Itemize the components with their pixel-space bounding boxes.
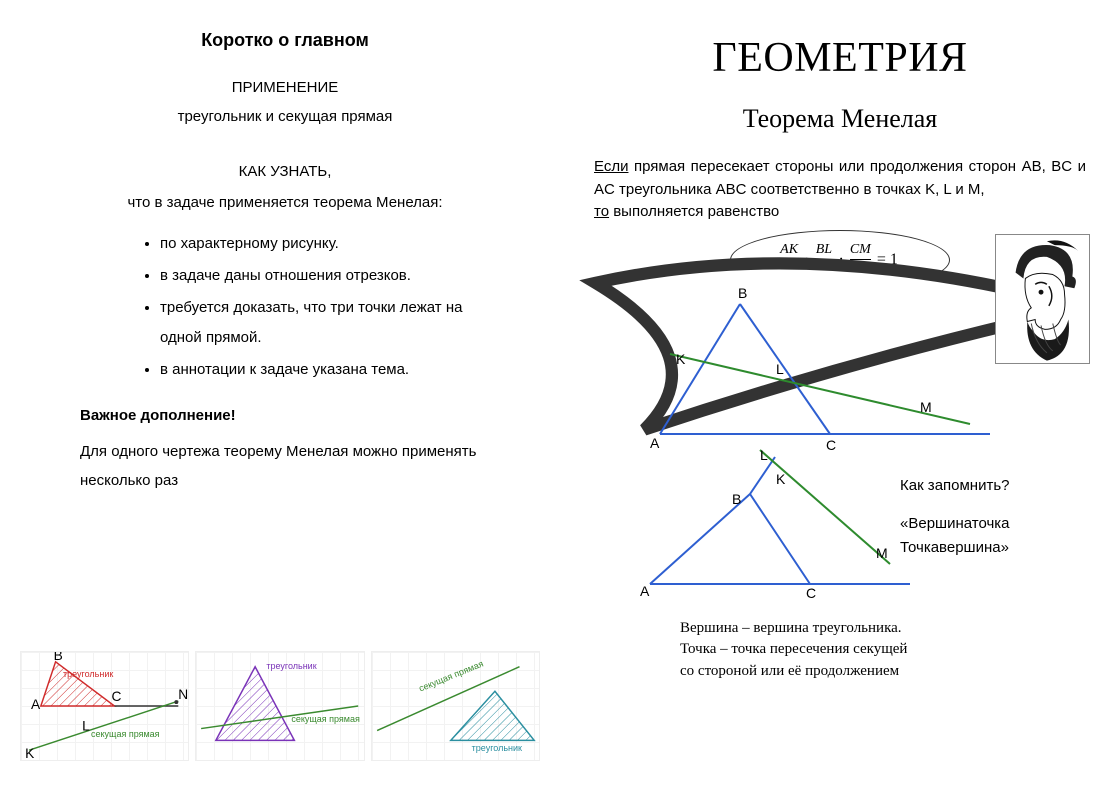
triangle-secant-line: треугольник и секущая прямая [40, 108, 530, 125]
mini-diagram-2: треугольник секущая прямая [195, 651, 364, 761]
svg-text:C: C [806, 585, 816, 601]
label-secant: секущая прямая [291, 715, 360, 724]
label-triangle: треугольник [266, 662, 316, 671]
svg-text:A: A [31, 697, 41, 712]
mini-diagrams: A B C N K L треугольник секущая прямая [20, 651, 540, 761]
how-to-know: КАК УЗНАТЬ, [40, 163, 530, 180]
left-column: Коротко о главном ПРИМЕНЕНИЕ треугольник… [0, 0, 560, 791]
svg-text:L: L [760, 447, 768, 463]
theorem-title: Теорема Менелая [590, 104, 1090, 134]
then-word: то [594, 203, 609, 220]
diagram-2: A B C K L M Как запомнить? «Вершинаточка… [590, 454, 1090, 604]
bullet-item: в аннотации к задаче указана тема. [160, 355, 530, 385]
svg-text:A: A [640, 583, 650, 599]
how-to-know-2: что в задаче применяется теорема Менелая… [40, 194, 530, 211]
svg-text:A: A [650, 435, 660, 451]
svg-text:C: C [112, 689, 122, 704]
svg-text:C: C [826, 437, 836, 453]
important-heading: Важное дополнение! [80, 407, 530, 424]
brief-title: Коротко о главном [40, 30, 530, 51]
label-triangle: треугольник [472, 744, 522, 753]
criteria-list: по характерному рисунку. в задаче даны о… [160, 229, 530, 385]
svg-text:B: B [54, 652, 63, 663]
svg-text:N: N [178, 687, 188, 702]
svg-text:K: K [25, 746, 34, 760]
mini-diagram-1: A B C N K L треугольник секущая прямая [20, 651, 189, 761]
svg-text:M: M [920, 399, 932, 415]
mnemonic-question: Как запомнить? [900, 474, 1080, 498]
svg-text:B: B [732, 491, 741, 507]
svg-text:K: K [776, 471, 786, 487]
svg-text:L: L [776, 361, 784, 377]
label-secant: секущая прямая [91, 730, 160, 739]
bullet-item: по характерному рисунку. [160, 229, 530, 259]
if-word: Если [594, 158, 628, 175]
application-heading: ПРИМЕНЕНИЕ [40, 79, 530, 96]
mnemonic: Как запомнить? «Вершинаточка Точкавершин… [900, 474, 1080, 560]
diagram-1: AKKB · BLLC · CMMA = 1 [590, 234, 1090, 454]
mnemonic-answer: «Вершинаточка Точкавершина» [900, 512, 1080, 560]
right-column: ГЕОМЕТРИЯ Теорема Менелая Если прямая пе… [560, 0, 1120, 791]
bullet-item: требуется доказать, что три точки лежат … [160, 293, 530, 353]
label-triangle: треугольник [63, 670, 113, 679]
mini-diagram-3: секущая прямая треугольник [371, 651, 540, 761]
svg-text:B: B [738, 285, 747, 301]
svg-text:M: M [876, 545, 888, 561]
bullet-item: в задаче даны отношения отрезков. [160, 261, 530, 291]
important-text: Для одного чертежа теорему Менелая можно… [80, 438, 530, 495]
svg-text:L: L [82, 719, 90, 734]
theorem-condition: Если прямая пересекает стороны или продо… [594, 156, 1086, 224]
geometry-title: ГЕОМЕТРИЯ [590, 34, 1090, 82]
definitions: Вершина – вершина треугольника. Точка – … [680, 618, 1090, 683]
svg-text:K: K [676, 351, 686, 367]
